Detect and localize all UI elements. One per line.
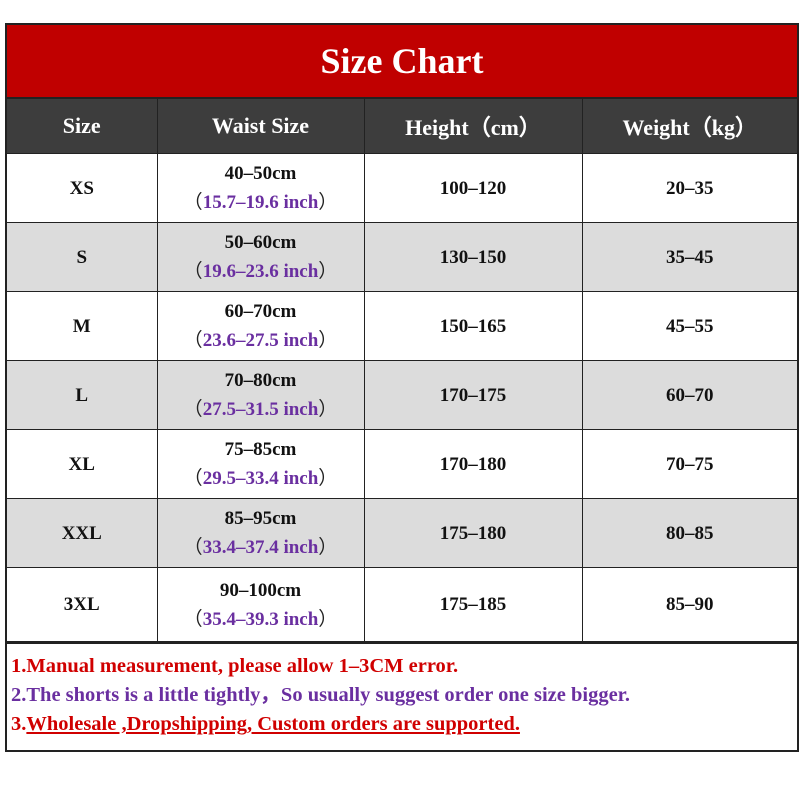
cell-weight: 35–45	[581, 222, 797, 292]
cell-height: 175–180	[363, 498, 583, 568]
table-row: 3XL 90–100cm （35.4–39.3 inch） 175–185 85–90	[7, 567, 797, 642]
header-weight: Weight（kg）	[581, 99, 797, 154]
waist-cm: 50–60cm	[224, 232, 297, 253]
waist-cm: 70–80cm	[224, 370, 297, 391]
waist-cm: 60–70cm	[224, 301, 297, 322]
cell-weight: 20–35	[581, 153, 797, 223]
cell-size: 3XL	[7, 567, 158, 642]
cell-height: 170–180	[363, 429, 583, 499]
cell-size: XL	[7, 429, 158, 499]
cell-weight: 80–85	[581, 498, 797, 568]
waist-cm: 75–85cm	[224, 439, 297, 460]
waist-inch: 33.4–37.4 inch	[202, 537, 319, 558]
cell-waist: 50–60cm （19.6–23.6 inch）	[156, 222, 365, 292]
cell-size: S	[7, 222, 158, 292]
cell-height: 130–150	[363, 222, 583, 292]
chart-title: Size Chart	[7, 25, 797, 99]
cell-height: 175–185	[363, 567, 583, 642]
cell-size: XS	[7, 153, 158, 223]
header-row: Size Waist Size Height（cm） Weight（kg）	[7, 99, 797, 154]
table-row: M 60–70cm （23.6–27.5 inch） 150–165 45–55	[7, 291, 797, 361]
cell-weight: 70–75	[581, 429, 797, 499]
waist-inch: 19.6–23.6 inch	[202, 261, 319, 282]
waist-inch-line: （35.4–39.3 inch）	[183, 608, 338, 630]
cell-waist: 75–85cm （29.5–33.4 inch）	[156, 429, 365, 499]
table-row: S 50–60cm （19.6–23.6 inch） 130–150 35–45	[7, 222, 797, 292]
cell-weight: 60–70	[581, 360, 797, 430]
waist-inch-line: （23.6–27.5 inch）	[183, 330, 338, 351]
waist-inch-line: （19.6–23.6 inch）	[183, 261, 338, 282]
header-height: Height（cm）	[363, 99, 583, 154]
note-2: 2.The shorts is a little tightly，So usua…	[11, 684, 631, 706]
note-3-text: Wholesale ,Dropshipping, Custom orders a…	[26, 713, 520, 735]
cell-size: M	[7, 291, 158, 361]
waist-inch-line: （33.4–37.4 inch）	[183, 537, 338, 558]
table-row: XXL 85–95cm （33.4–37.4 inch） 175–180 80–85	[7, 498, 797, 568]
cell-height: 170–175	[363, 360, 583, 430]
cell-weight: 85–90	[581, 567, 797, 642]
cell-waist: 40–50cm （15.7–19.6 inch）	[156, 153, 365, 223]
waist-inch-line: （29.5–33.4 inch）	[183, 468, 338, 489]
cell-height: 100–120	[363, 153, 583, 223]
header-size: Size	[7, 99, 158, 154]
cell-waist: 85–95cm （33.4–37.4 inch）	[156, 498, 365, 568]
note-1: 1.Manual measurement, please allow 1–3CM…	[11, 655, 459, 677]
cell-waist: 90–100cm （35.4–39.3 inch）	[156, 567, 365, 642]
waist-inch: 29.5–33.4 inch	[202, 468, 319, 489]
waist-inch: 23.6–27.5 inch	[202, 330, 319, 351]
note-3: 3.Wholesale ,Dropshipping, Custom orders…	[11, 710, 793, 739]
waist-inch: 27.5–31.5 inch	[202, 399, 319, 420]
waist-cm: 40–50cm	[224, 163, 297, 184]
waist-cm: 90–100cm	[219, 579, 302, 601]
cell-height: 150–165	[363, 291, 583, 361]
waist-inch-line: （27.5–31.5 inch）	[183, 399, 338, 420]
size-chart: Size Chart Size Waist Size Height（cm） We…	[5, 23, 799, 752]
size-table: Size Waist Size Height（cm） Weight（kg） XS…	[7, 99, 797, 642]
note-3-prefix: 3.	[11, 713, 27, 735]
table-row: L 70–80cm （27.5–31.5 inch） 170–175 60–70	[7, 360, 797, 430]
notes: 1.Manual measurement, please allow 1–3CM…	[7, 642, 797, 750]
table-row: XS 40–50cm （15.7–19.6 inch） 100–120 20–35	[7, 153, 797, 223]
waist-inch-line: （15.7–19.6 inch）	[183, 192, 338, 213]
table-row: XL 75–85cm （29.5–33.4 inch） 170–180 70–75	[7, 429, 797, 499]
header-waist: Waist Size	[156, 99, 365, 154]
waist-cm: 85–95cm	[224, 508, 297, 529]
waist-inch: 15.7–19.6 inch	[202, 192, 319, 213]
cell-size: XXL	[7, 498, 158, 568]
cell-weight: 45–55	[581, 291, 797, 361]
cell-waist: 60–70cm （23.6–27.5 inch）	[156, 291, 365, 361]
waist-inch: 35.4–39.3 inch	[202, 608, 319, 630]
cell-size: L	[7, 360, 158, 430]
cell-waist: 70–80cm （27.5–31.5 inch）	[156, 360, 365, 430]
